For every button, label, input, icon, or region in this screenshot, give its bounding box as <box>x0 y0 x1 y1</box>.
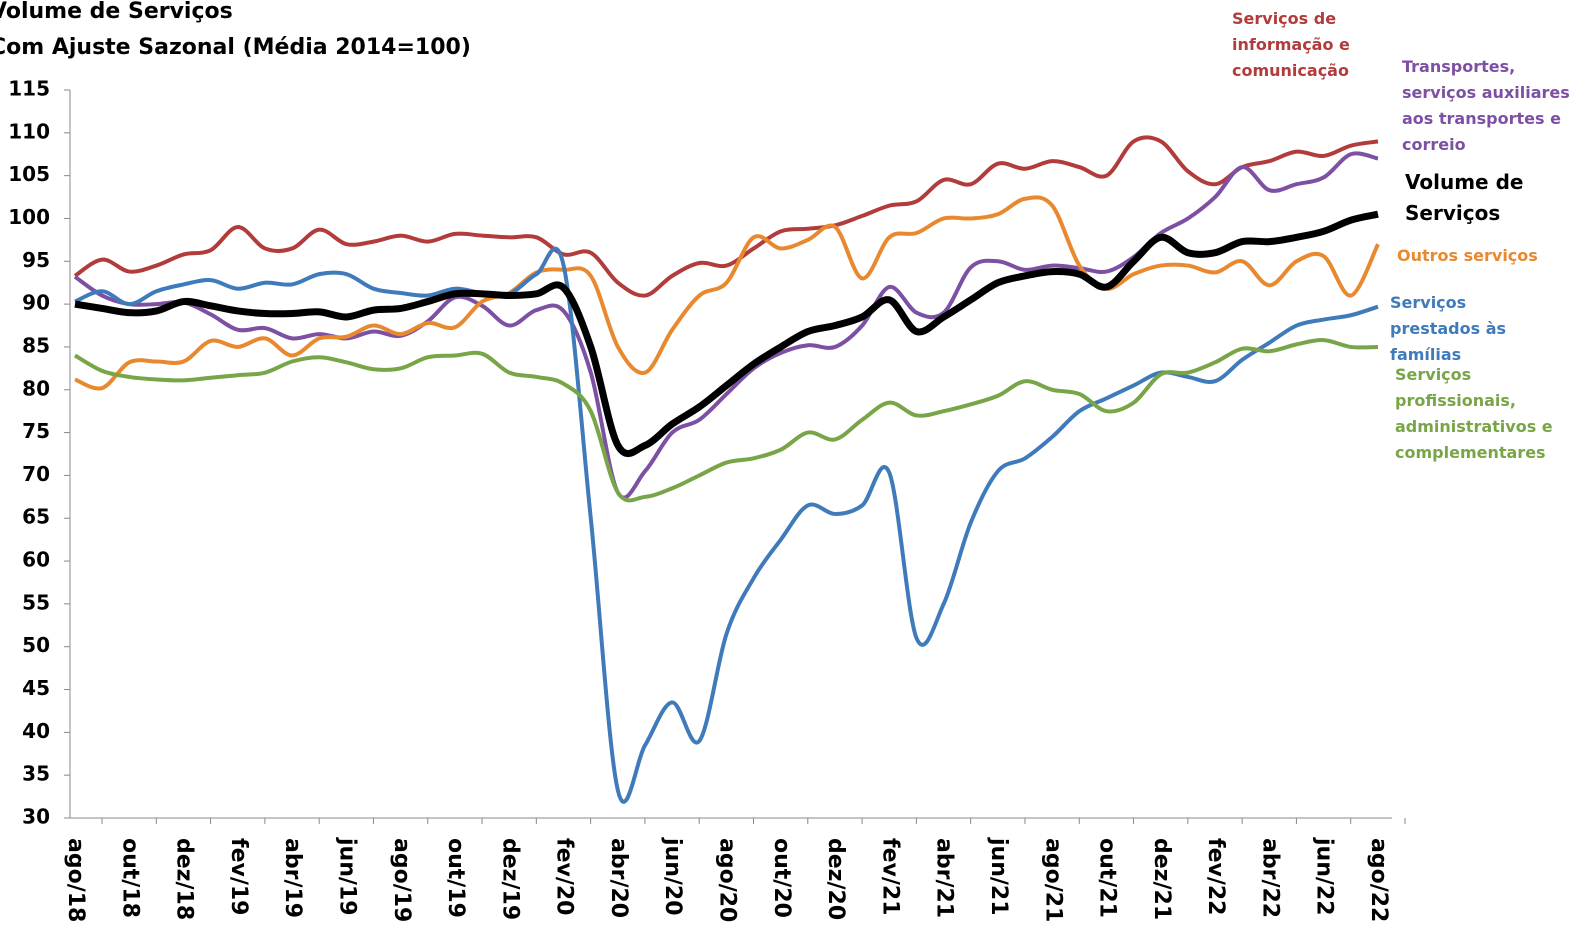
legend-label: Outros serviços <box>1397 246 1538 265</box>
x-tick-label: ago/19 <box>389 838 414 922</box>
legend-label: Serviços de informação e comunicação <box>1232 9 1350 80</box>
x-tick-label: fev/22 <box>1203 838 1228 915</box>
y-tick-label: 90 <box>22 291 50 315</box>
series-line <box>74 210 1379 458</box>
x-tick-label: out/21 <box>1095 838 1120 918</box>
x-tick-label: jun/20 <box>660 837 685 916</box>
series-line <box>73 135 1379 298</box>
y-tick-label: 80 <box>22 376 50 400</box>
x-tick-label: dez/19 <box>497 838 522 920</box>
x-tick-label: dez/20 <box>823 838 848 920</box>
x-tick-label: abr/21 <box>932 838 957 918</box>
y-tick-label: 115 <box>8 77 50 101</box>
y-tick-label: 75 <box>22 419 50 443</box>
x-tick-label: ago/22 <box>1366 838 1391 922</box>
y-tick-label: 40 <box>22 719 50 743</box>
x-tick-label: ago/20 <box>715 838 740 922</box>
x-tick-label: jun/22 <box>1312 837 1337 916</box>
x-tick-label: fev/20 <box>552 838 577 915</box>
legend-label: Volume de Serviços <box>1405 170 1524 225</box>
y-tick-label: 55 <box>22 590 50 614</box>
x-tick-label: dez/21 <box>1149 838 1174 920</box>
chart-subtitle: Com Ajuste Sazonal (Média 2014=100) <box>0 35 471 60</box>
x-tick-label: abr/19 <box>280 838 305 918</box>
series-line <box>73 338 1379 503</box>
series-line <box>74 195 1380 391</box>
y-tick-label: 45 <box>22 676 50 700</box>
x-tick-label: abr/20 <box>606 838 631 918</box>
legend-label: Transportes, serviços auxiliares aos tra… <box>1402 57 1570 154</box>
x-tick-label: fev/19 <box>226 838 251 915</box>
y-tick-label: 95 <box>22 248 50 272</box>
legend-label: Serviços profissionais, administrativos … <box>1395 365 1553 462</box>
x-tick-label: ago/21 <box>1040 838 1065 922</box>
legend-label: Serviços prestados às famílias <box>1390 293 1507 364</box>
x-tick-label: jun/21 <box>986 837 1011 916</box>
x-tick-label: dez/18 <box>172 838 197 920</box>
chart-title: Volume de Serviços <box>0 0 233 24</box>
x-tick-label: abr/22 <box>1257 838 1282 918</box>
x-tick-label: out/20 <box>769 838 794 918</box>
x-tick-label: fev/21 <box>877 838 902 915</box>
x-tick-label: jun/19 <box>334 837 359 916</box>
y-tick-label: 30 <box>22 805 50 829</box>
x-tick-label: out/19 <box>443 838 468 918</box>
y-tick-label: 70 <box>22 462 50 486</box>
series-line <box>74 246 1379 804</box>
y-tick-label: 50 <box>22 633 50 657</box>
y-tick-label: 85 <box>22 333 50 357</box>
y-tick-label: 65 <box>22 505 50 529</box>
x-tick-label: out/18 <box>117 838 142 918</box>
y-tick-label: 60 <box>22 548 50 572</box>
y-tick-label: 105 <box>8 162 50 186</box>
series-line <box>73 151 1379 500</box>
y-tick-label: 100 <box>8 205 50 229</box>
y-tick-label: 110 <box>8 119 50 143</box>
x-tick-label: ago/18 <box>63 838 88 922</box>
y-tick-label: 35 <box>22 762 50 786</box>
